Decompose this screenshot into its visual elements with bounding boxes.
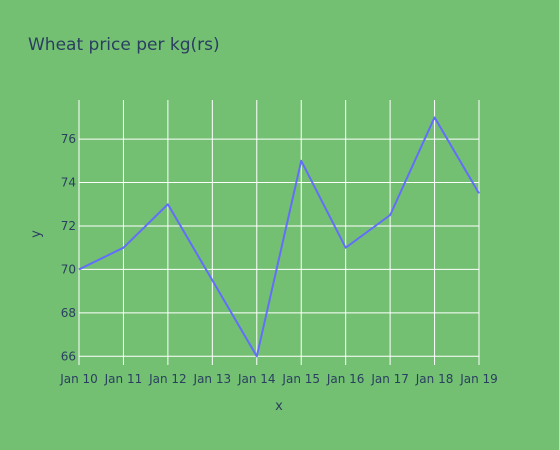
x-tick-label: Jan 14 xyxy=(237,372,276,386)
y-tick-label: 76 xyxy=(61,132,76,146)
x-tick-label: Jan 15 xyxy=(281,372,320,386)
chart-title: Wheat price per kg(rs) xyxy=(28,35,220,55)
x-tick-label: Jan 19 xyxy=(459,372,498,386)
series-layer xyxy=(78,116,480,358)
series-line xyxy=(78,116,480,358)
x-tick-label: Jan 17 xyxy=(370,372,409,386)
y-tick-label: 72 xyxy=(61,219,76,233)
x-tick-label: Jan 18 xyxy=(415,372,454,386)
y-tick-label: 74 xyxy=(61,176,76,190)
x-tick-label: Jan 10 xyxy=(59,372,98,386)
y-axis-label: y xyxy=(29,230,44,238)
x-tick-label: Jan 12 xyxy=(148,372,187,386)
tick-layer: Jan 10 Jan 11 Jan 12 Jan 13 Jan 14 Jan 15 Jan … xyxy=(59,132,498,386)
y-tick-label: 66 xyxy=(61,349,76,363)
y-tick-label: 68 xyxy=(61,306,76,320)
x-tick-label: Jan 16 xyxy=(326,372,365,386)
x-tick-label: Jan 11 xyxy=(104,372,143,386)
grid-layer xyxy=(78,100,480,365)
y-tick-label: 70 xyxy=(61,262,76,276)
x-axis-label: x xyxy=(275,399,283,414)
x-tick-label: Jan 13 xyxy=(193,372,232,386)
